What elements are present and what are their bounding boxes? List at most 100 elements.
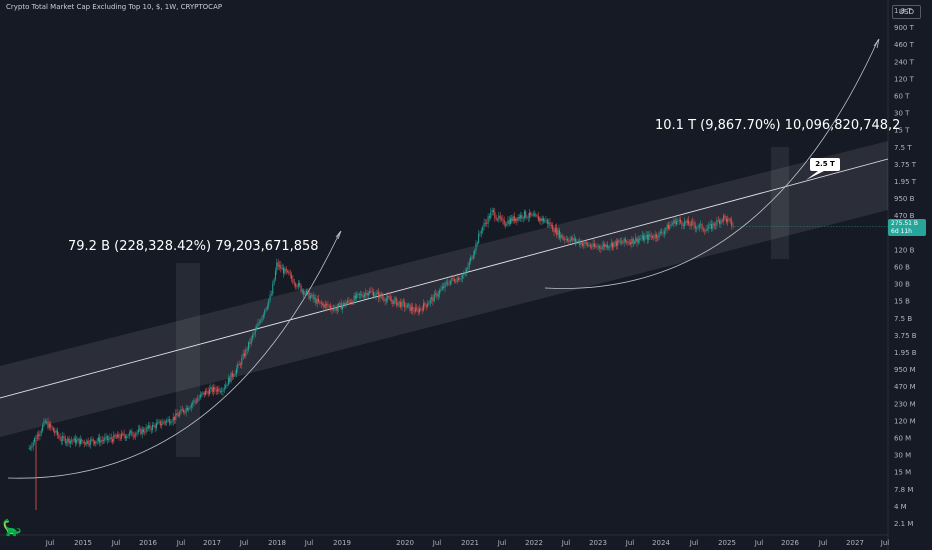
candle-body xyxy=(239,364,241,365)
candle xyxy=(402,298,404,307)
candle-body xyxy=(223,387,225,390)
candle xyxy=(573,233,575,245)
candle-body xyxy=(264,310,266,315)
candle xyxy=(497,217,499,222)
candle xyxy=(297,279,299,290)
tradingview-logo-icon: 🦕 xyxy=(2,518,22,537)
candle-body xyxy=(189,407,191,409)
currency-button[interactable]: USD xyxy=(892,5,921,19)
candle xyxy=(666,222,668,233)
candle xyxy=(349,299,351,306)
candle-body xyxy=(127,435,129,437)
candle-body xyxy=(149,425,151,429)
candle-body xyxy=(152,425,154,430)
candle-body xyxy=(326,304,328,305)
candle-body xyxy=(495,218,497,220)
candle-body xyxy=(612,242,614,248)
candle-body xyxy=(558,230,560,238)
candle-body xyxy=(486,222,488,224)
x-axis: Jul 2015 Jul 2016 Jul 2017 Jul 2018 Jul 2019 2020 J… xyxy=(45,539,890,547)
candle-body xyxy=(31,446,33,448)
candle-body xyxy=(161,423,163,426)
x-tick-label: 2027 xyxy=(846,539,864,547)
candle-body xyxy=(693,222,695,226)
candle xyxy=(189,405,191,411)
candle-body xyxy=(287,271,289,272)
candle xyxy=(86,438,88,447)
candle-body xyxy=(689,224,691,226)
candle-body xyxy=(316,298,318,304)
candle xyxy=(312,292,314,303)
candle-body xyxy=(665,229,667,232)
y-tick-label: 470 M xyxy=(894,383,916,391)
candle-body xyxy=(523,211,525,218)
candle-body xyxy=(584,242,586,245)
candle-body xyxy=(507,220,509,225)
candle xyxy=(550,222,552,229)
candle-body xyxy=(476,242,478,244)
candle-body xyxy=(510,218,511,224)
candle xyxy=(523,209,525,222)
candle-body xyxy=(34,438,36,443)
candle-body xyxy=(716,220,718,226)
candle-body xyxy=(437,294,439,297)
y-tick-label: 1.95 B xyxy=(894,349,917,357)
candle-body xyxy=(179,412,181,416)
candle xyxy=(369,287,371,296)
candle-body xyxy=(447,282,449,284)
x-tick-label: 2018 xyxy=(268,539,286,547)
candle-body xyxy=(143,429,145,432)
candle-body xyxy=(380,293,382,297)
candle xyxy=(103,437,105,445)
candle-body xyxy=(571,237,573,240)
candle xyxy=(87,437,89,447)
candle-body xyxy=(374,295,376,297)
candle-body xyxy=(562,238,564,240)
candle xyxy=(287,269,289,274)
candle xyxy=(104,433,106,444)
candle xyxy=(705,225,707,234)
candle-body xyxy=(583,244,585,246)
candle-body xyxy=(226,384,228,386)
candle xyxy=(311,292,313,299)
candle-body xyxy=(702,229,704,231)
candle-body xyxy=(487,216,489,224)
candle-body xyxy=(579,240,581,245)
candle xyxy=(686,218,688,226)
candle xyxy=(527,212,529,223)
y-tick-label: 30 M xyxy=(894,452,911,460)
candle-body xyxy=(163,421,165,423)
candle xyxy=(157,419,159,426)
candle xyxy=(444,280,446,293)
candle xyxy=(502,215,504,225)
candle xyxy=(483,218,485,231)
candle xyxy=(564,236,566,244)
candle-body xyxy=(427,304,429,307)
candle-body xyxy=(324,304,326,308)
candle-body xyxy=(553,230,555,233)
candle-body xyxy=(101,440,103,441)
candle xyxy=(137,424,139,435)
candle-body xyxy=(499,215,501,219)
candle xyxy=(331,304,333,315)
cycle-box-second xyxy=(771,147,789,259)
candle-body xyxy=(67,438,69,442)
candle-body xyxy=(218,388,220,392)
candle-body xyxy=(370,290,372,292)
candle-body xyxy=(40,430,42,434)
candle xyxy=(201,392,203,398)
candle xyxy=(131,428,133,438)
candle xyxy=(600,244,602,254)
candle xyxy=(30,444,32,452)
candle-body xyxy=(490,212,492,219)
candle-body xyxy=(375,292,377,296)
candle xyxy=(72,438,74,445)
candle-body xyxy=(82,441,84,443)
candle-body xyxy=(483,222,485,228)
candle xyxy=(143,426,145,435)
x-tick-label: Jul xyxy=(754,539,764,547)
candle-body xyxy=(568,240,570,242)
candle xyxy=(193,398,195,407)
candle-body xyxy=(362,295,364,297)
